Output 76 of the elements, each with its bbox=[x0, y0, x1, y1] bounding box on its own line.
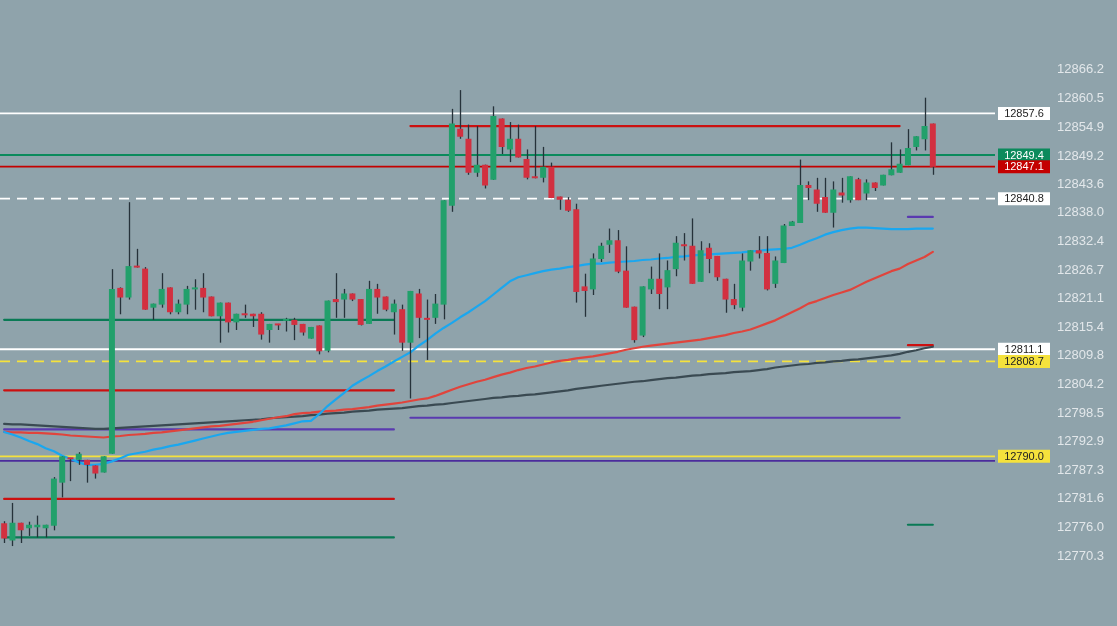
candlestick bbox=[133, 248, 140, 269]
candlestick bbox=[67, 457, 74, 482]
ref-line-label: 12847.1 bbox=[1004, 160, 1044, 173]
candlestick bbox=[341, 288, 348, 319]
candlestick bbox=[730, 283, 737, 310]
candlestick bbox=[540, 146, 547, 184]
candlestick bbox=[863, 178, 870, 201]
y-tick-label: 12854.9 bbox=[1057, 118, 1104, 134]
candlestick bbox=[200, 272, 207, 313]
candlestick bbox=[158, 272, 165, 309]
candlestick bbox=[813, 177, 820, 213]
candlestick bbox=[473, 125, 480, 178]
ref-line-label: 12790.0 bbox=[1004, 449, 1044, 462]
candlestick bbox=[921, 97, 928, 152]
candlestick bbox=[747, 249, 754, 272]
candlestick bbox=[183, 285, 190, 315]
y-tick-label: 12798.5 bbox=[1057, 404, 1104, 420]
candlestick bbox=[515, 123, 522, 159]
y-tick-label: 12866.2 bbox=[1057, 61, 1104, 77]
candlestick bbox=[772, 255, 779, 289]
ref-line-label: 12811.1 bbox=[1004, 342, 1044, 355]
candlestick bbox=[390, 298, 397, 336]
ref-line-label: 12849.4 bbox=[1004, 148, 1044, 161]
candlestick bbox=[846, 175, 853, 204]
candlestick bbox=[424, 298, 431, 361]
y-tick-label: 12776.0 bbox=[1057, 518, 1104, 534]
candlestick bbox=[506, 121, 513, 163]
y-tick-label: 12770.3 bbox=[1057, 547, 1104, 563]
y-tick-label: 12826.7 bbox=[1057, 261, 1104, 277]
candlestick bbox=[258, 311, 265, 341]
ref-line-label: 12857.6 bbox=[1004, 106, 1044, 119]
candlestick bbox=[598, 242, 605, 263]
candlestick bbox=[191, 278, 198, 311]
candlestick bbox=[117, 286, 124, 315]
y-tick-label: 12838.0 bbox=[1057, 204, 1104, 220]
y-tick-label: 12843.6 bbox=[1057, 176, 1104, 191]
candlestick bbox=[374, 283, 381, 315]
candlestick bbox=[523, 148, 530, 180]
candlestick bbox=[896, 148, 903, 174]
candlestick bbox=[647, 265, 654, 295]
candlestick bbox=[888, 141, 895, 176]
y-tick-label: 12832.4 bbox=[1057, 232, 1104, 248]
candlestick bbox=[531, 125, 538, 179]
candlestick bbox=[838, 177, 845, 204]
y-tick-label: 12860.5 bbox=[1057, 90, 1104, 106]
y-tick-label: 12804.2 bbox=[1057, 375, 1104, 391]
candlestick bbox=[822, 177, 829, 214]
ref-line-label: 12840.8 bbox=[1004, 192, 1044, 205]
y-tick-label: 12781.6 bbox=[1057, 490, 1104, 506]
candlestick bbox=[581, 273, 588, 318]
candlestick bbox=[457, 89, 464, 140]
ref-line-label: 12808.7 bbox=[1004, 354, 1044, 367]
candlestick bbox=[904, 128, 911, 166]
candlestick bbox=[681, 232, 688, 262]
y-tick-label: 12821.1 bbox=[1057, 290, 1104, 306]
candlestick bbox=[291, 317, 298, 341]
candlestick bbox=[332, 272, 339, 319]
y-tick-label: 12815.4 bbox=[1057, 319, 1104, 335]
candlestick bbox=[714, 255, 721, 282]
y-tick-label: 12849.2 bbox=[1057, 147, 1104, 163]
candlestick bbox=[216, 301, 223, 344]
candlestick bbox=[830, 180, 837, 229]
y-tick-label: 12809.8 bbox=[1057, 347, 1104, 363]
candlestick bbox=[705, 242, 712, 274]
candlestick bbox=[432, 293, 439, 325]
candlestick bbox=[755, 235, 762, 260]
candlestick bbox=[664, 259, 671, 310]
candlestick bbox=[722, 278, 729, 314]
candlestick bbox=[656, 252, 663, 310]
candlestick bbox=[225, 301, 232, 334]
candlestick bbox=[606, 227, 613, 254]
candlestick bbox=[9, 502, 16, 547]
y-tick-label: 12792.9 bbox=[1057, 433, 1104, 449]
candlestick bbox=[1, 520, 8, 544]
y-tick-label: 12787.3 bbox=[1057, 461, 1104, 477]
candlestick bbox=[805, 180, 812, 201]
